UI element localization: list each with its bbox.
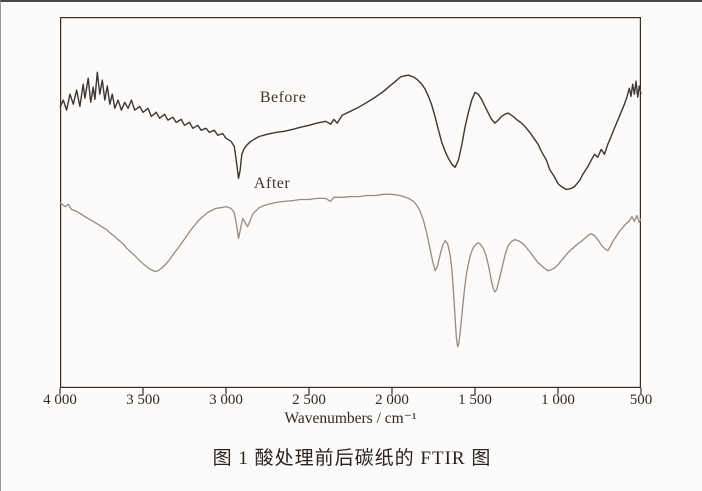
x-tick-label: 3 000 bbox=[209, 392, 243, 408]
spectrum-curve-before bbox=[59, 71, 642, 191]
x-tick-label: 500 bbox=[629, 392, 653, 408]
figure-caption: 图 1 酸处理前后碳纸的 FTIR 图 bbox=[212, 448, 492, 469]
x-axis-tick-labels: 4 000 3 500 3 000 2 500 2 000 1 500 1 000 500 bbox=[43, 392, 652, 408]
x-axis-title: Wavenumbers / cm⁻¹ bbox=[284, 410, 417, 427]
spectrum-curve-after bbox=[59, 193, 642, 348]
x-tick-label: 1 000 bbox=[541, 392, 575, 408]
x-tick-label: 1 500 bbox=[458, 392, 492, 408]
x-tick-label: 2 000 bbox=[375, 392, 409, 408]
x-tick-label: 3 500 bbox=[126, 392, 160, 408]
curve-label-before: Before bbox=[259, 89, 307, 107]
plot-frame bbox=[60, 17, 641, 388]
x-tick-label: 2 500 bbox=[292, 392, 326, 408]
plot-area: Before After bbox=[59, 17, 642, 395]
curve-label-after: After bbox=[253, 174, 291, 192]
spectra-plot bbox=[59, 17, 642, 395]
x-tick-label: 4 000 bbox=[43, 392, 77, 408]
